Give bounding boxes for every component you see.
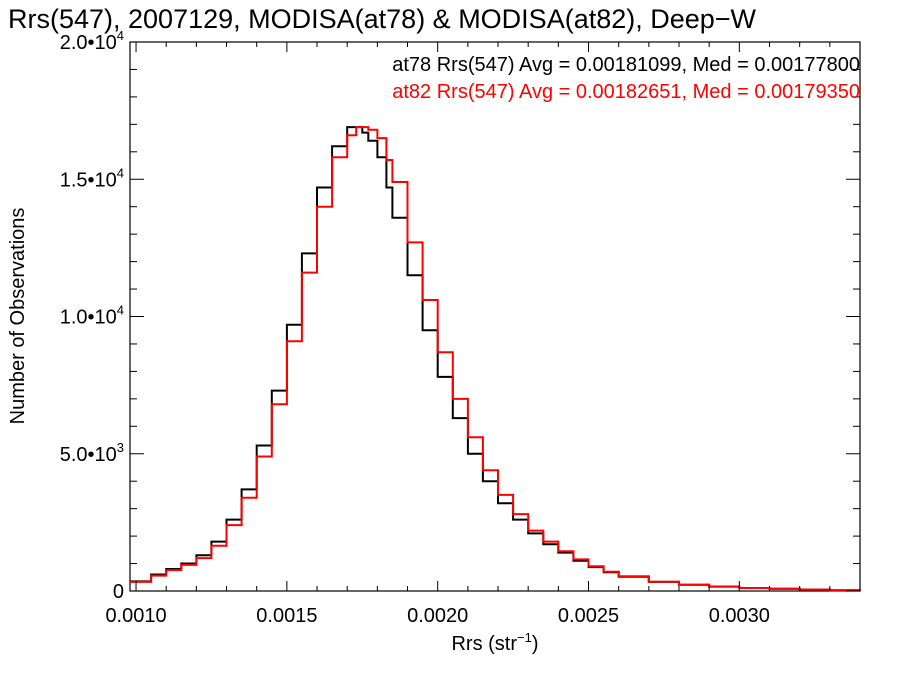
y-tick-label: 1.0•104 [60,303,124,329]
x-tick-label: 0.0010 [105,605,166,627]
y-axis-label: Number of Observations [7,208,29,425]
series-line-1 [130,126,861,592]
y-tick-label: 1.5•104 [60,165,124,191]
x-tick-label: 0.0025 [558,605,619,627]
legend-entry-at78: at78 Rrs(547) Avg = 0.00181099, Med = 0.… [392,54,860,76]
plot-border [129,41,861,592]
x-axis-label-main: Rrs (str [451,633,517,655]
x-tick-label: 0.0020 [407,605,468,627]
x-axis-label-sup: −1 [517,630,532,645]
series-layer [130,126,861,592]
x-axis-label-close: ) [532,633,539,655]
chart-title: Rrs(547), 2007129, MODISA(at78) & MODISA… [8,4,757,34]
y-tick-label: 0 [113,581,124,603]
x-axis-label: Rrs (str−1) [451,630,538,655]
series-line-0 [130,126,861,592]
y-tick-label: 2.0•104 [60,28,124,54]
axis-ticks: 0.0010 0.0015 0.0020 0.0025 0.0030 0 5.0•103 1.… [60,28,861,627]
plot-area [129,41,861,592]
x-tick-label: 0.0015 [256,605,317,627]
y-tick-label: 5.0•103 [60,440,124,466]
x-tick-label: 0.0030 [709,605,770,627]
legend-entry-at82: at82 Rrs(547) Avg = 0.00182651, Med = 0.… [392,81,860,103]
